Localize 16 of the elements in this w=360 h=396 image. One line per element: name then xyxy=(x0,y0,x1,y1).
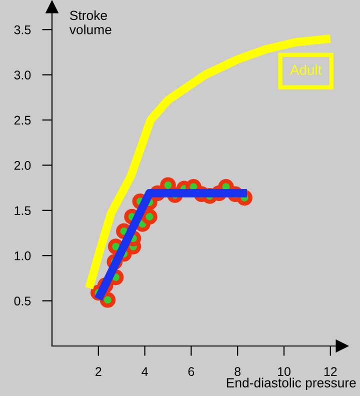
y-tick-label: 2.5 xyxy=(14,116,31,125)
y-tick-label: 2.0 xyxy=(14,161,31,170)
x-tick-label: 12 xyxy=(324,367,337,376)
y-tick-label: 1.0 xyxy=(14,251,31,260)
y-tick-label: 3.5 xyxy=(14,25,31,34)
x-axis-title: End-diastolic pressure xyxy=(226,378,356,390)
x-tick-label: 10 xyxy=(278,367,290,376)
x-tick-label: 6 xyxy=(188,367,194,376)
y-tick-label: 0.5 xyxy=(14,296,31,306)
y-tick-label: 3.0 xyxy=(14,70,31,80)
x-tick-label: 4 xyxy=(142,367,148,376)
y-axis-title: Stroke volume xyxy=(69,10,112,34)
y-tick-label: 1.5 xyxy=(14,206,31,216)
x-tick-label: 8 xyxy=(234,367,241,376)
x-tick-label: 2 xyxy=(96,367,102,376)
series-label: Adult xyxy=(290,64,322,75)
